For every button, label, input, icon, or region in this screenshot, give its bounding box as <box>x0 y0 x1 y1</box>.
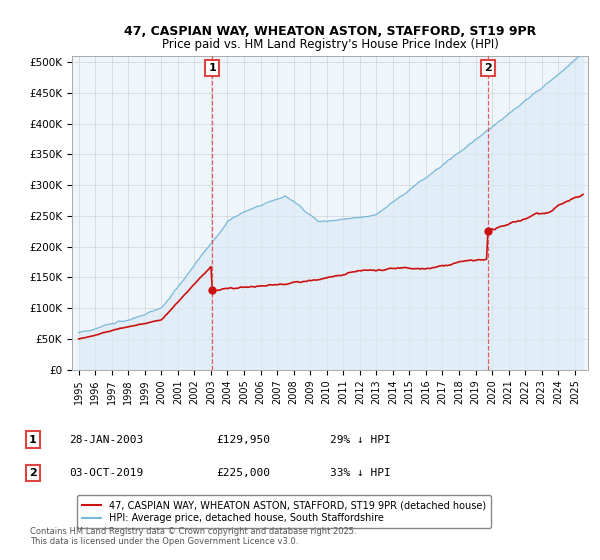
Text: Contains HM Land Registry data © Crown copyright and database right 2025.
This d: Contains HM Land Registry data © Crown c… <box>30 526 356 546</box>
Text: 28-JAN-2003: 28-JAN-2003 <box>69 435 143 445</box>
Text: 2: 2 <box>29 468 37 478</box>
Text: £129,950: £129,950 <box>216 435 270 445</box>
Text: 1: 1 <box>208 63 216 73</box>
Text: 2: 2 <box>484 63 492 73</box>
Text: 1: 1 <box>29 435 37 445</box>
Text: 47, CASPIAN WAY, WHEATON ASTON, STAFFORD, ST19 9PR: 47, CASPIAN WAY, WHEATON ASTON, STAFFORD… <box>124 25 536 38</box>
Legend: 47, CASPIAN WAY, WHEATON ASTON, STAFFORD, ST19 9PR (detached house), HPI: Averag: 47, CASPIAN WAY, WHEATON ASTON, STAFFORD… <box>77 495 491 528</box>
Text: 29% ↓ HPI: 29% ↓ HPI <box>330 435 391 445</box>
Text: 33% ↓ HPI: 33% ↓ HPI <box>330 468 391 478</box>
Text: 03-OCT-2019: 03-OCT-2019 <box>69 468 143 478</box>
Text: Price paid vs. HM Land Registry's House Price Index (HPI): Price paid vs. HM Land Registry's House … <box>161 38 499 51</box>
Text: £225,000: £225,000 <box>216 468 270 478</box>
